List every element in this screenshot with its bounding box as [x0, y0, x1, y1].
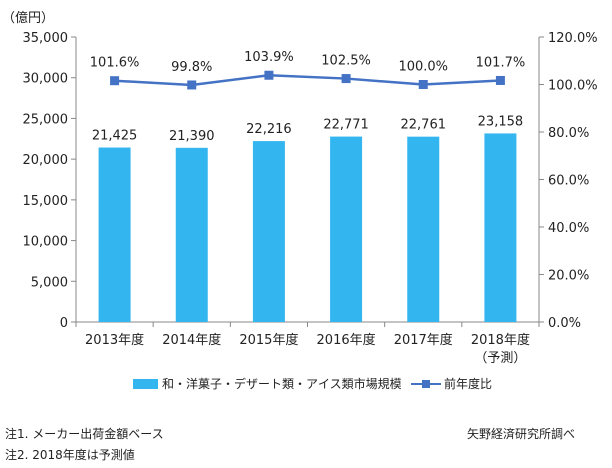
line-marker: [341, 74, 351, 84]
legend-bar-label: 和・洋菓子・デザート類・アイス類市場規模: [162, 376, 402, 391]
footnote-1: 注1. メーカー出荷金額ベース: [5, 427, 164, 441]
right-tick-label: 120.0%: [548, 31, 598, 46]
right-tick-label: 60.0%: [548, 174, 589, 189]
y-unit-label: （億円）: [2, 10, 54, 26]
bar-data-label: 22,761: [401, 118, 447, 133]
right-tick-label: 20.0%: [548, 269, 589, 284]
line-marker: [110, 76, 120, 86]
left-tick-label: 10,000: [23, 235, 69, 250]
bar: [98, 147, 131, 322]
x-tick-label: 2018年度: [471, 332, 530, 348]
x-tick-sublabel: （予測）: [474, 351, 526, 366]
bar: [252, 141, 285, 322]
bar-data-label: 21,390: [169, 129, 215, 144]
line-marker: [264, 70, 274, 80]
bar: [330, 136, 363, 322]
line-path: [114, 73, 501, 87]
legend-line-label: 前年度比: [444, 376, 492, 391]
bar-data-label: 21,425: [92, 129, 138, 144]
line-data-label: 101.7%: [476, 55, 526, 70]
line-data-label: 103.9%: [244, 50, 294, 65]
x-tick-label: 2015年度: [239, 332, 298, 348]
line-marker: [495, 75, 505, 85]
left-tick-label: 25,000: [23, 112, 69, 127]
line-data-label: 99.8%: [171, 60, 212, 75]
right-tick-label: 80.0%: [548, 126, 589, 141]
x-tick-label: 2013年度: [85, 332, 144, 348]
chart-axes: 0 5,000 10,000 15,000 20,000 25,000 30,000 35,0…: [23, 31, 598, 331]
footnote-2: 注2. 2018年度は予測値: [5, 448, 135, 462]
left-tick-label: 35,000: [23, 31, 69, 46]
left-tick-label: 30,000: [23, 72, 69, 87]
right-tick-label: 100.0%: [548, 79, 598, 94]
bar: [175, 147, 208, 322]
left-tick-label: 5,000: [31, 275, 68, 290]
bar-series: 21,425 21,390 22,216 22,771 22,761 23,158: [92, 114, 523, 322]
bar-data-label: 22,771: [323, 118, 369, 133]
bar-data-label: 22,216: [246, 122, 292, 137]
line-data-label: 100.0%: [398, 60, 448, 75]
left-tick-label: 0: [60, 316, 68, 331]
source-credit: 矢野経済研究所調べ: [467, 427, 576, 441]
x-axis-labels: 2013年度 2014年度 2015年度 2016年度 2017年度 2018年度 （予測）: [85, 332, 530, 366]
x-tick-label: 2014年度: [162, 332, 221, 348]
right-tick-label: 40.0%: [548, 221, 589, 236]
legend-bar-swatch: [133, 379, 158, 389]
line-data-label: 102.5%: [321, 54, 371, 69]
x-tick-label: 2017年度: [394, 332, 453, 348]
legend-line-marker: [422, 380, 430, 388]
legend: 和・洋菓子・デザート類・アイス類市場規模 前年度比: [133, 376, 492, 391]
line-marker: [418, 80, 428, 89]
right-tick-label: 0.0%: [548, 316, 581, 331]
left-tick-label: 20,000: [23, 153, 69, 168]
x-tick-label: 2016年度: [317, 332, 376, 348]
bar: [484, 133, 517, 322]
left-tick-label: 15,000: [23, 194, 69, 209]
line-series: 101.6% 99.8% 103.9% 102.5% 100.0% 101.7%: [90, 50, 526, 90]
line-data-label: 101.6%: [90, 56, 140, 71]
line-marker: [187, 80, 197, 90]
bar-data-label: 23,158: [478, 114, 524, 129]
bar: [407, 136, 440, 322]
